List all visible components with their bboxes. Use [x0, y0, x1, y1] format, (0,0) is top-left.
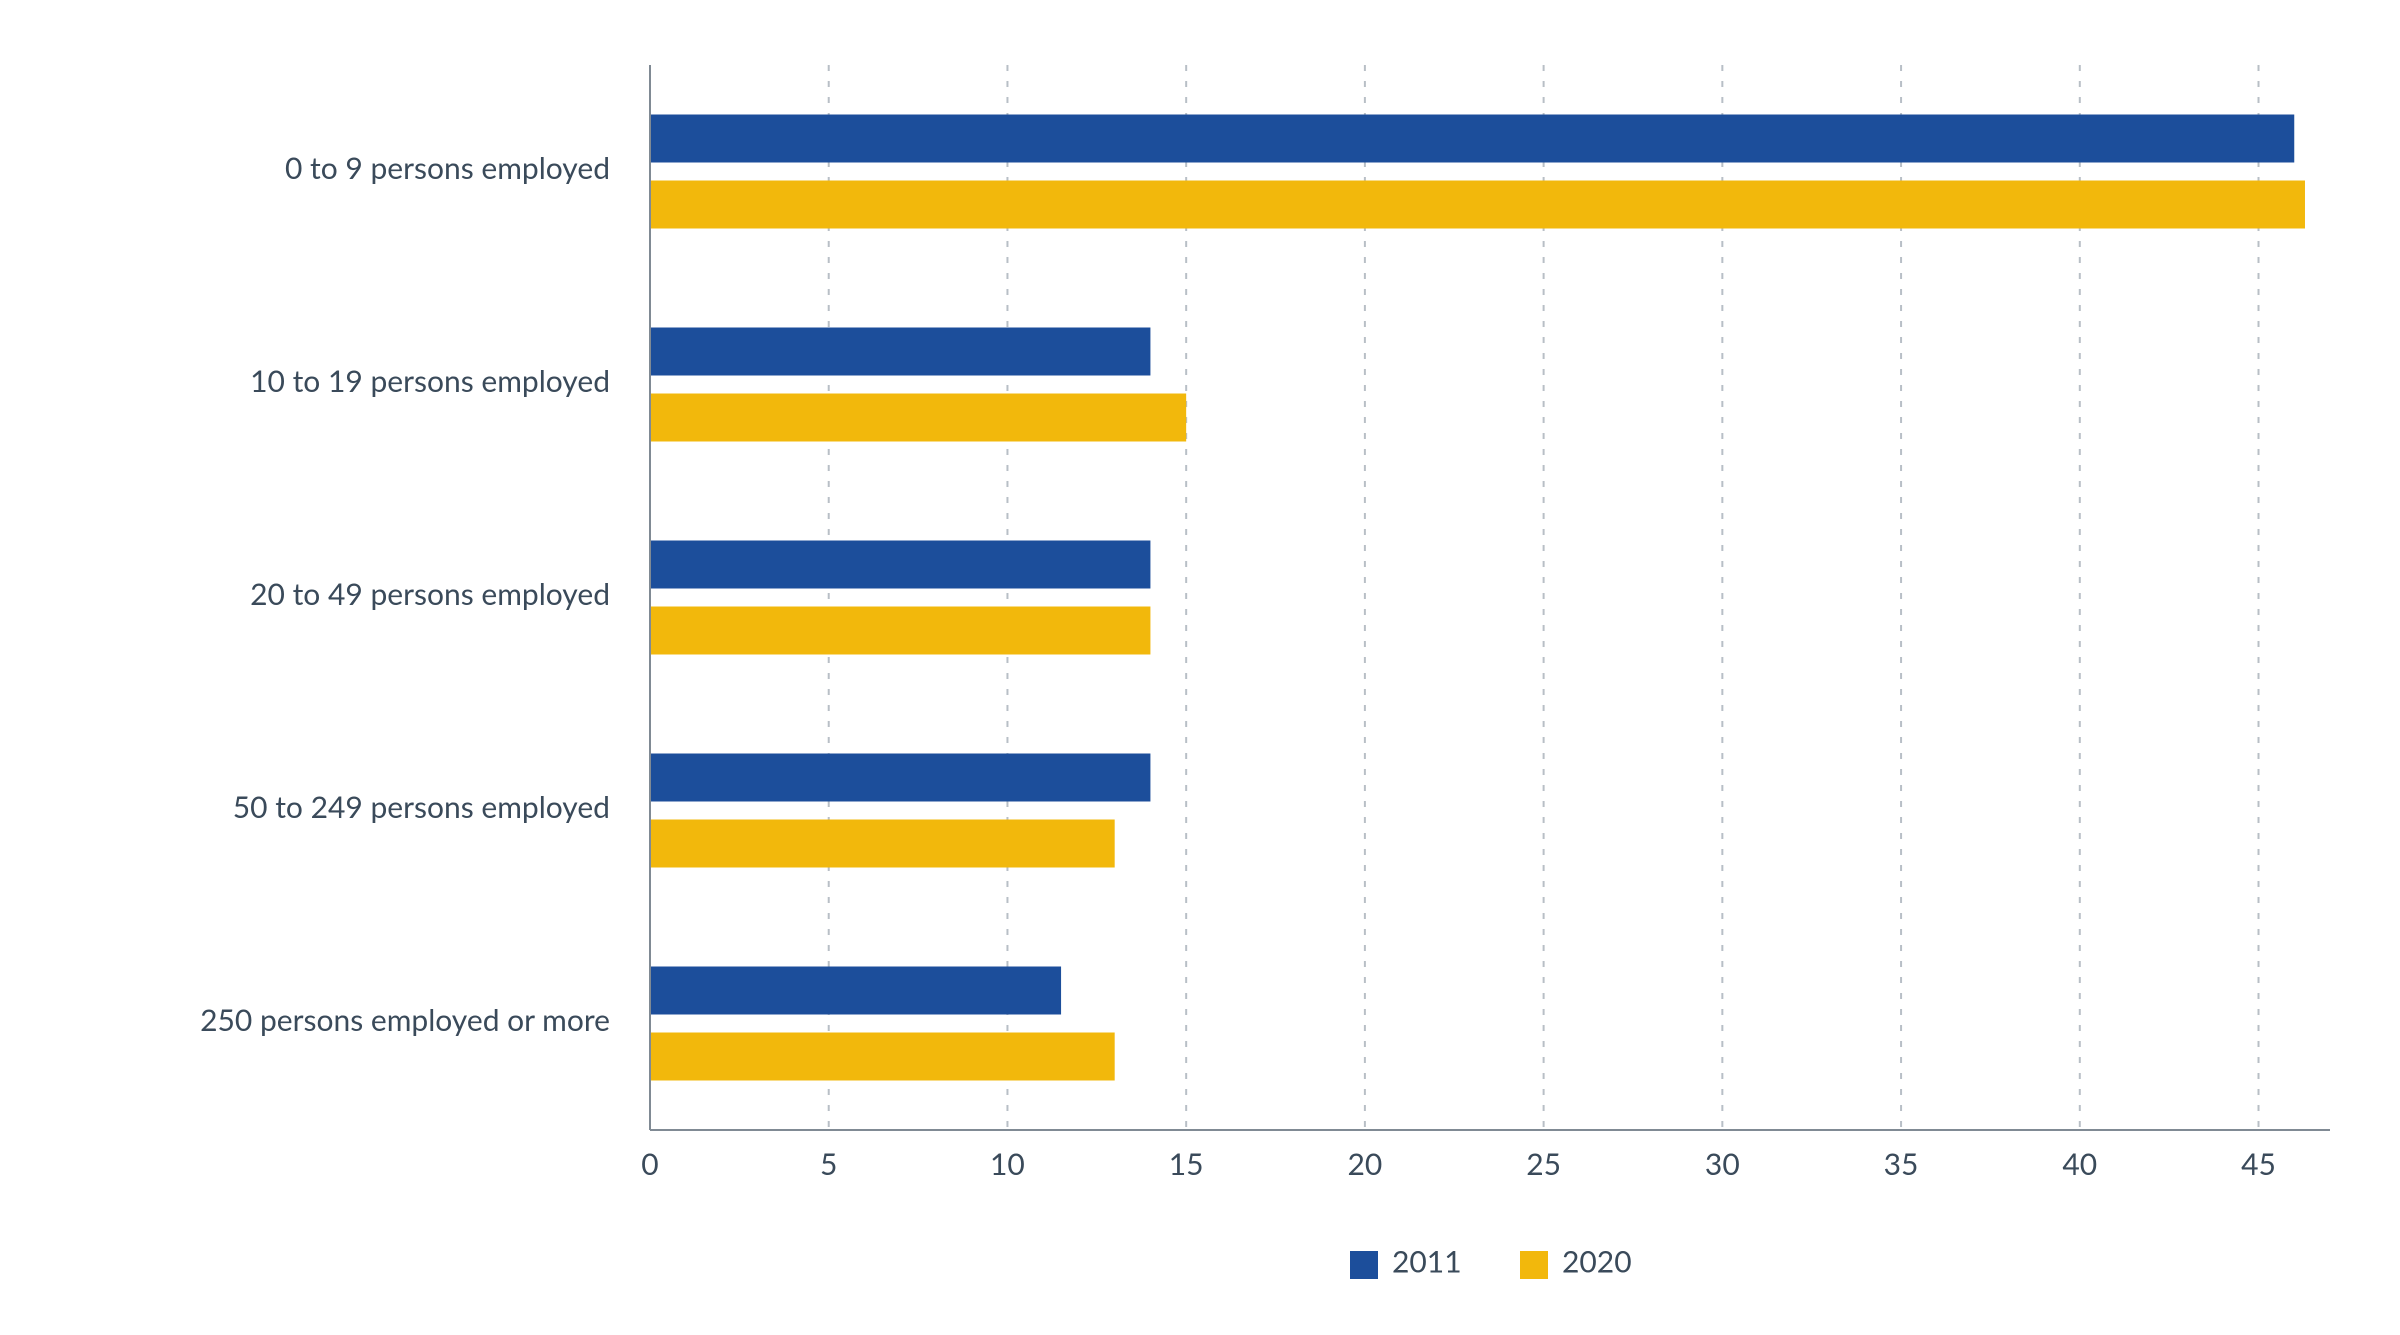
employment-size-bar-chart: 0 to 9 persons employed 10 to 19 persons …	[0, 0, 2400, 1335]
x-tick-label: 10	[990, 1146, 1025, 1182]
bar	[650, 328, 1150, 376]
legend-swatch	[1350, 1251, 1378, 1279]
bar	[650, 394, 1186, 442]
x-tick-label: 20	[1347, 1146, 1382, 1182]
y-category-label: 20 to 49 persons employed	[250, 576, 610, 612]
bar	[650, 115, 2294, 163]
legend-swatch	[1520, 1251, 1548, 1279]
x-tick-label: 30	[1705, 1146, 1740, 1182]
legend-label: 2011	[1392, 1244, 1462, 1280]
x-tick-label: 0	[641, 1146, 658, 1182]
x-tick-label: 45	[2241, 1146, 2276, 1182]
x-tick-label: 15	[1169, 1146, 1204, 1182]
y-category-label: 10 to 19 persons employed	[250, 363, 610, 399]
bar	[650, 541, 1150, 589]
x-tick-label: 5	[820, 1146, 837, 1182]
chart-svg: 0 to 9 persons employed 10 to 19 persons …	[0, 0, 2400, 1335]
y-category-label: 50 to 249 persons employed	[233, 789, 610, 825]
bar	[650, 1033, 1115, 1081]
x-tick-label: 40	[2062, 1146, 2097, 1182]
x-tick-label: 35	[1884, 1146, 1919, 1182]
bar	[650, 967, 1061, 1015]
y-category-label: 250 persons employed or more	[200, 1002, 610, 1038]
x-tick-label: 25	[1526, 1146, 1561, 1182]
bar	[650, 181, 2305, 229]
legend-label: 2020	[1562, 1244, 1632, 1280]
y-category-label: 0 to 9 persons employed	[285, 150, 610, 186]
bar	[650, 607, 1150, 655]
bar	[650, 820, 1115, 868]
bar	[650, 754, 1150, 802]
